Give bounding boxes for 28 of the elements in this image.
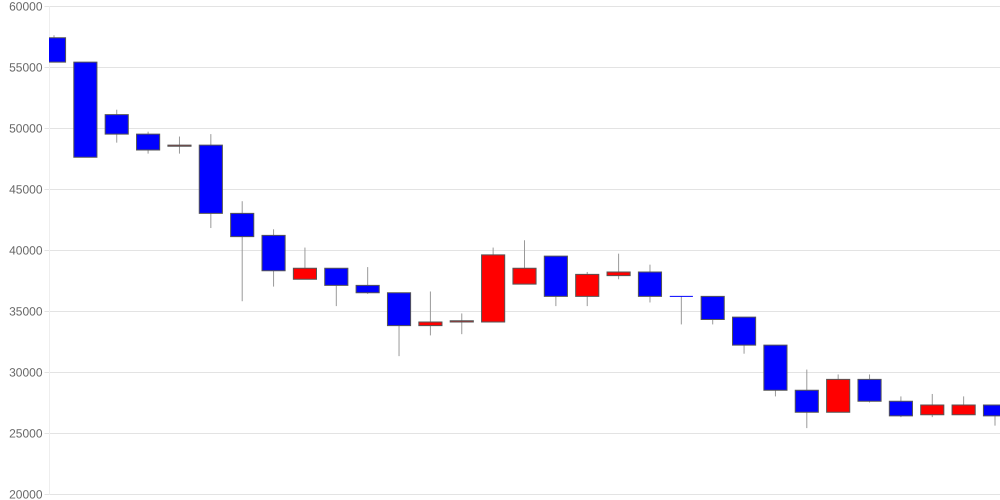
y-tick-label: 20000	[9, 488, 43, 500]
y-tick-label: 60000	[9, 0, 43, 14]
y-tick-label: 40000	[9, 244, 43, 258]
y-tick-label: 45000	[9, 182, 43, 196]
candlestick	[606, 253, 631, 280]
candlestick	[575, 271, 600, 307]
candlestick	[292, 247, 318, 280]
candlestick	[512, 240, 537, 285]
candlestick	[356, 266, 380, 294]
candlestick	[418, 290, 442, 336]
candlestick	[920, 393, 944, 418]
candlestick	[136, 131, 160, 154]
candlestick	[450, 312, 474, 335]
candlestick	[794, 369, 819, 429]
y-tick-label: 35000	[9, 304, 43, 318]
y-tick-label: 55000	[9, 60, 43, 74]
candlestick	[167, 136, 192, 154]
candlestick	[669, 296, 694, 325]
candlestick	[324, 268, 348, 307]
candlestick	[857, 374, 882, 403]
candlestick	[700, 296, 725, 325]
y-tick-label: 30000	[9, 366, 43, 380]
y-tick-label: 50000	[9, 122, 43, 136]
candlestick	[104, 109, 129, 144]
candlestick	[888, 396, 913, 418]
candlestick	[952, 396, 976, 416]
y-tick-label: 25000	[9, 426, 43, 440]
candlestick	[230, 200, 254, 302]
